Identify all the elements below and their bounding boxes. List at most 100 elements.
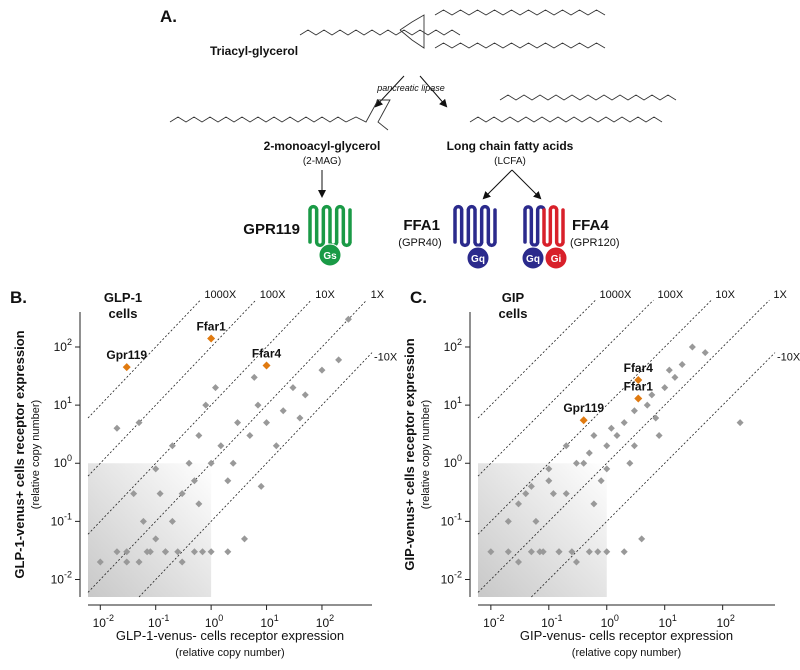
data-point xyxy=(195,500,203,508)
data-point xyxy=(289,384,297,392)
point-label: Gpr119 xyxy=(563,401,604,415)
data-point xyxy=(234,419,242,427)
tick-label: 10-1 xyxy=(51,511,72,528)
data-point xyxy=(190,477,198,485)
x-axis-label: GIP-venus- cells receptor expression xyxy=(520,628,733,643)
data-point xyxy=(487,548,495,556)
tick-base: 10 xyxy=(54,398,68,412)
data-point xyxy=(562,490,570,498)
arrow xyxy=(511,169,542,200)
data-point xyxy=(250,373,258,381)
data-point xyxy=(579,416,588,425)
reference-line xyxy=(531,352,776,598)
tick-exponent: -1 xyxy=(554,613,562,623)
x-axis-label: GLP-1-venus- cells receptor expression xyxy=(116,628,344,643)
data-point xyxy=(190,548,198,556)
data-point xyxy=(185,459,193,467)
enzyme-label: pancreatic lipase xyxy=(376,83,445,93)
tick-label: 10-2 xyxy=(441,570,462,587)
shaded-region xyxy=(88,463,212,597)
data-point xyxy=(536,548,544,556)
data-point xyxy=(603,548,611,556)
tick-label: 100 xyxy=(54,453,72,470)
molecule-bond xyxy=(169,116,347,123)
lcfa-label: Long chain fatty acids xyxy=(447,139,574,153)
molecule-bond xyxy=(499,94,677,101)
data-point xyxy=(634,394,643,403)
tick-label: 100 xyxy=(205,613,223,630)
data-point xyxy=(678,360,686,368)
data-point xyxy=(545,465,553,473)
data-point xyxy=(217,442,225,450)
tick-exponent: -2 xyxy=(497,613,505,623)
data-point xyxy=(207,548,215,556)
tick-base: 10 xyxy=(260,616,274,630)
data-point xyxy=(130,490,138,498)
data-point xyxy=(96,558,104,566)
data-point xyxy=(527,482,535,490)
data-point xyxy=(257,482,265,490)
data-point xyxy=(207,459,215,467)
tick-label: 101 xyxy=(444,395,462,412)
reference-label: 100X xyxy=(657,289,683,301)
y-axis-label: GLP-1-venus+ cells receptor expression xyxy=(12,330,27,578)
data-point xyxy=(572,558,580,566)
tick-base: 10 xyxy=(444,340,458,354)
reference-line xyxy=(138,352,373,598)
data-point xyxy=(178,558,186,566)
data-point xyxy=(585,449,593,457)
tick-base: 10 xyxy=(54,456,68,470)
data-point xyxy=(613,432,621,440)
data-point xyxy=(195,432,203,440)
data-point xyxy=(638,535,646,543)
chart-title: GIP xyxy=(502,290,525,305)
data-point xyxy=(504,517,512,525)
data-point xyxy=(122,363,131,372)
data-point xyxy=(545,477,553,485)
tick-exponent: 2 xyxy=(730,613,735,623)
data-point xyxy=(279,407,287,415)
molecule-bond xyxy=(434,9,606,16)
y-axis-sublabel: (relative copy number) xyxy=(420,400,432,509)
reference-line xyxy=(477,299,770,593)
data-point xyxy=(262,361,271,370)
data-point xyxy=(555,548,563,556)
data-point xyxy=(527,548,535,556)
data-point xyxy=(572,459,580,467)
g-protein-label: Gs xyxy=(323,251,337,262)
data-point xyxy=(634,376,643,385)
reference-label: 10X xyxy=(315,289,335,301)
tick-base: 10 xyxy=(444,456,458,470)
chart-title: cells xyxy=(499,306,528,321)
data-point xyxy=(335,356,343,364)
reference-label: 1X xyxy=(371,289,385,301)
g-protein-label: Gq xyxy=(471,254,485,265)
receptor-alias: (GPR40) xyxy=(398,237,441,249)
data-point xyxy=(590,432,598,440)
tick-label: 10-1 xyxy=(441,511,462,528)
receptor-name: GPR119 xyxy=(243,221,300,238)
arrow xyxy=(419,75,448,108)
tick-base: 10 xyxy=(601,616,615,630)
point-label: Ffar4 xyxy=(624,361,654,375)
data-point xyxy=(504,548,512,556)
data-point xyxy=(652,414,660,422)
molecule-bond xyxy=(434,42,606,49)
data-point xyxy=(156,490,164,498)
point-label: Gpr119 xyxy=(106,348,147,362)
data-point xyxy=(515,500,523,508)
data-point xyxy=(143,548,151,556)
data-point xyxy=(246,432,254,440)
reference-line xyxy=(87,299,201,419)
tick-exponent: 1 xyxy=(67,395,72,405)
data-point xyxy=(515,558,523,566)
g-protein xyxy=(318,243,342,267)
tick-exponent: -1 xyxy=(64,511,72,521)
tick-base: 10 xyxy=(716,616,730,630)
data-point xyxy=(626,459,634,467)
reference-label: -10X xyxy=(777,352,800,364)
reference-label: 10X xyxy=(715,289,735,301)
tick-exponent: 0 xyxy=(457,453,462,463)
tick-label: 10-2 xyxy=(93,613,114,630)
g-protein-label: Gi xyxy=(551,254,562,265)
